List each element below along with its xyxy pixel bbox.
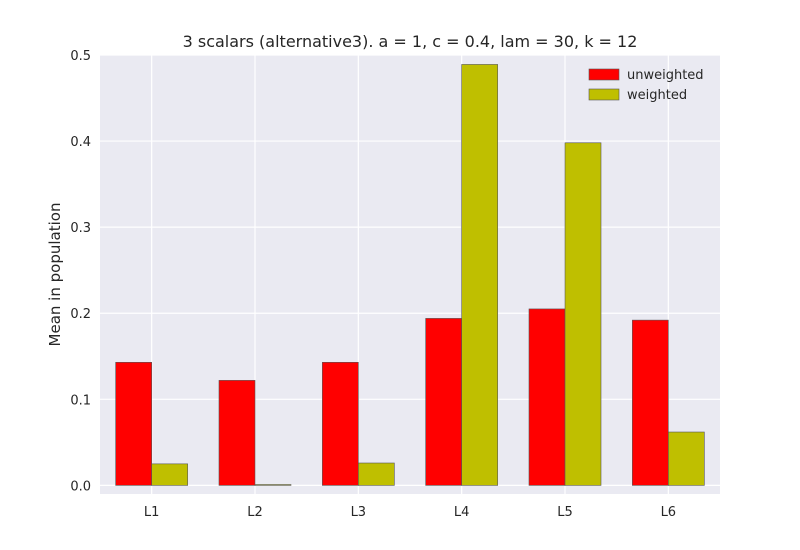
y-tick-label: 0.0	[70, 479, 91, 494]
bar-weighted-L6	[668, 431, 705, 486]
x-tick-label: L2	[247, 505, 263, 520]
bar-weighted-L4	[461, 64, 498, 486]
y-tick-label: 0.1	[70, 393, 91, 408]
chart-title: 3 scalars (alternative3). a = 1, c = 0.4…	[183, 32, 638, 51]
bar-weighted-L2	[254, 484, 292, 486]
legend-label-weighted: weighted	[627, 88, 687, 103]
bar-unweighted-L1	[115, 361, 152, 486]
x-tick-label: L6	[661, 505, 677, 520]
x-tick-label: L1	[144, 505, 160, 520]
bars	[115, 64, 705, 486]
legend-swatch-weighted	[588, 88, 620, 101]
y-tick-label: 0.5	[70, 49, 91, 64]
y-tick-label: 0.4	[70, 135, 91, 150]
bar-weighted-L3	[358, 462, 395, 486]
bar-unweighted-L3	[322, 361, 359, 486]
y-axis-label: Mean in population	[46, 203, 64, 347]
bar-unweighted-L5	[528, 308, 566, 486]
y-tick-label: 0.2	[70, 307, 91, 322]
x-tick-label: L5	[557, 505, 573, 520]
legend-label-unweighted: unweighted	[627, 68, 704, 83]
bar-unweighted-L4	[425, 318, 462, 486]
x-tick-label: L3	[351, 505, 367, 520]
plot-area	[100, 55, 720, 494]
bar-weighted-L1	[151, 463, 188, 486]
x-axis-ticks: L1 L2 L3 L4 L5 L6	[144, 505, 676, 520]
y-axis-ticks: 0.0 0.1 0.2 0.3 0.4 0.5	[70, 49, 91, 494]
bar-weighted-L5	[564, 142, 602, 486]
legend: unweighted weighted	[588, 68, 704, 103]
x-tick-label: L4	[454, 505, 470, 520]
bar-unweighted-L2	[218, 380, 256, 486]
y-tick-label: 0.3	[70, 221, 91, 236]
bar-unweighted-L6	[632, 319, 669, 486]
legend-swatch-unweighted	[588, 68, 620, 81]
